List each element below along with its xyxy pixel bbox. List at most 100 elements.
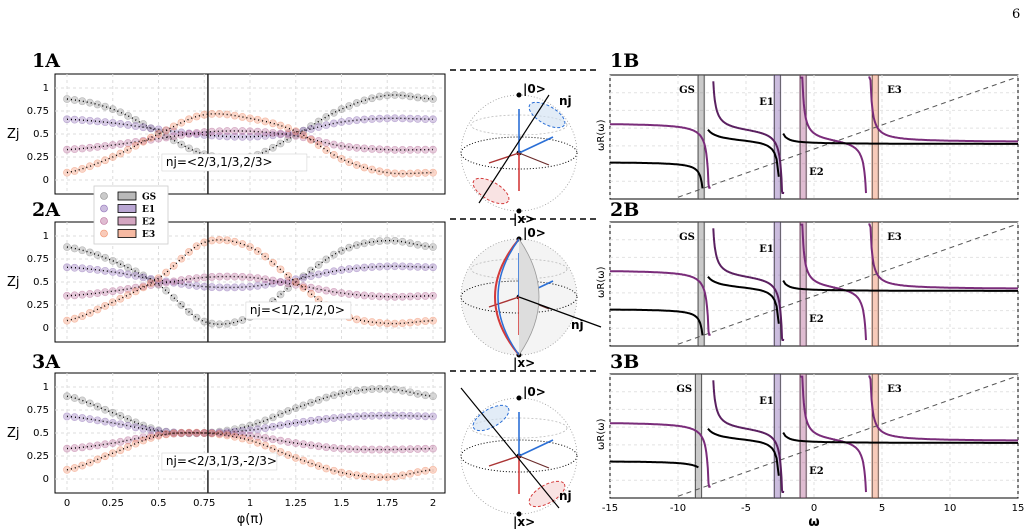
panel-label: 3A bbox=[32, 351, 60, 373]
data-point bbox=[307, 122, 315, 131]
panel-label: 2B bbox=[610, 199, 639, 221]
data-point bbox=[383, 473, 392, 482]
data-point bbox=[429, 392, 437, 401]
data-point bbox=[70, 96, 79, 104]
x-tick-label: 5 bbox=[879, 503, 885, 514]
data-point bbox=[85, 265, 94, 273]
data-point bbox=[314, 141, 323, 149]
x-tick-label: -15 bbox=[602, 503, 618, 514]
state-band-E1 bbox=[773, 374, 782, 498]
series-line bbox=[66, 117, 434, 138]
data-point bbox=[299, 456, 308, 465]
data-point bbox=[192, 313, 201, 322]
data-point bbox=[63, 168, 71, 177]
nj-label: nj bbox=[571, 318, 584, 332]
y-axis-label: Zj bbox=[7, 127, 20, 142]
nj-axis bbox=[478, 94, 550, 204]
data-point bbox=[375, 167, 384, 176]
data-point bbox=[124, 121, 132, 129]
data-point bbox=[78, 144, 87, 153]
data-point bbox=[329, 250, 338, 259]
legend-marker bbox=[100, 217, 108, 225]
data-point bbox=[337, 289, 346, 297]
data-point bbox=[352, 471, 361, 480]
state-label: E3 bbox=[887, 384, 902, 395]
data-point bbox=[322, 146, 331, 155]
panel-1A: 0 0.25 0.5 0.75 1 1A Zj nj=<2/3,1/3,2/3> bbox=[7, 50, 446, 195]
latitude bbox=[470, 258, 568, 280]
data-point bbox=[276, 290, 285, 299]
data-point bbox=[124, 421, 132, 430]
x-tick-label: 0 bbox=[64, 498, 70, 509]
data-point bbox=[116, 140, 125, 148]
data-point bbox=[185, 115, 193, 124]
panel-2B: 2B ωR(ω) GS E1 E2 E3 bbox=[596, 199, 1019, 347]
x-tick-label: 10 bbox=[944, 503, 957, 514]
legend-label: E3 bbox=[142, 230, 155, 240]
data-point bbox=[307, 398, 315, 407]
legend-swatch bbox=[117, 204, 137, 213]
data-point bbox=[276, 278, 285, 286]
x-tick-label: 0.25 bbox=[102, 498, 124, 509]
series-E3 bbox=[63, 428, 437, 482]
data-point bbox=[352, 161, 361, 169]
nj-axis bbox=[460, 387, 560, 509]
pole-top bbox=[516, 395, 522, 401]
bloch-sphere-2: |0> |x> nj bbox=[450, 218, 602, 370]
data-point bbox=[276, 121, 285, 130]
x-tick-label: -10 bbox=[670, 503, 686, 514]
data-point bbox=[238, 434, 247, 443]
data-point bbox=[368, 238, 376, 246]
response-curve bbox=[868, 223, 1018, 290]
data-point bbox=[345, 470, 354, 478]
state-label: E1 bbox=[759, 97, 774, 108]
left-panels: 0 0.25 0.5 0.75 1 1A Zj nj=<2/3,1/3,2/3> 0 0.25 0.… bbox=[7, 50, 446, 527]
data-point bbox=[169, 293, 178, 302]
data-point bbox=[124, 139, 132, 147]
data-point bbox=[314, 123, 323, 131]
panel-3A: 0 0.25 0.5 0.75 1 3A Zj nj=<2/3,1/3,-2/3> 0 0.25 0… bbox=[7, 351, 446, 527]
data-point bbox=[322, 255, 331, 264]
legend-swatch bbox=[117, 229, 137, 238]
data-point bbox=[413, 114, 422, 123]
data-point bbox=[101, 118, 110, 127]
data-point bbox=[223, 236, 232, 245]
x-tick-label: 0.5 bbox=[151, 498, 167, 509]
response-curve bbox=[712, 81, 785, 195]
response-curve bbox=[868, 76, 1018, 143]
red-arc bbox=[494, 238, 520, 356]
state-band-E2 bbox=[799, 374, 808, 498]
series-E2 bbox=[63, 127, 437, 154]
state-label: E1 bbox=[759, 244, 774, 255]
data-point bbox=[185, 247, 193, 256]
data-point bbox=[215, 272, 224, 281]
data-point bbox=[276, 421, 285, 430]
data-point bbox=[108, 418, 117, 427]
red-precession bbox=[472, 177, 510, 205]
red-vector bbox=[488, 296, 520, 308]
nj-label: nj bbox=[559, 489, 572, 503]
data-point bbox=[108, 267, 117, 276]
y-tick-label: 0 bbox=[43, 175, 49, 186]
data-point bbox=[299, 440, 308, 449]
data-point bbox=[360, 445, 369, 454]
data-point bbox=[185, 275, 193, 283]
y-tick-label: 0.25 bbox=[27, 300, 49, 311]
data-point bbox=[207, 109, 216, 118]
data-point bbox=[261, 434, 270, 442]
data-point bbox=[63, 115, 71, 124]
data-point bbox=[139, 273, 148, 282]
state-label: E3 bbox=[887, 85, 902, 96]
data-point bbox=[314, 462, 323, 470]
data-point bbox=[368, 385, 376, 394]
y-tick-label: 0.5 bbox=[33, 277, 49, 288]
data-point bbox=[70, 263, 79, 272]
data-point bbox=[398, 319, 407, 328]
data-point bbox=[284, 420, 293, 428]
panel-2A: 0 0.25 0.5 0.75 1 2A Zj nj=<1/2,1/2,0> bbox=[7, 199, 446, 343]
legend-swatch bbox=[117, 216, 137, 226]
data-point bbox=[85, 248, 94, 257]
data-point bbox=[268, 119, 277, 128]
dark-vector bbox=[518, 455, 550, 469]
data-point bbox=[70, 314, 79, 323]
